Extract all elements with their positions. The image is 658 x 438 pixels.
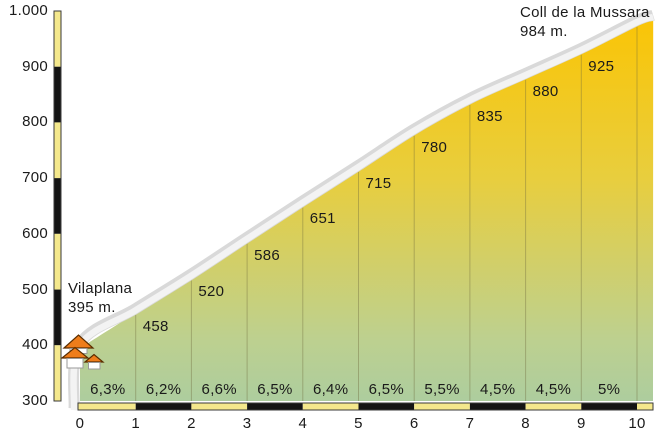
road-line bbox=[70, 13, 655, 411]
start-name: Vilaplana bbox=[68, 280, 133, 297]
x-tick-label: 1 bbox=[131, 415, 141, 432]
x-axis-bar-segment bbox=[191, 403, 248, 410]
elevation-label: 651 bbox=[309, 210, 336, 228]
y-axis-bar-segment bbox=[54, 233, 61, 290]
elevation-label: 880 bbox=[532, 82, 559, 100]
house-icon bbox=[61, 334, 105, 370]
y-tick-label: 1.000 bbox=[8, 2, 48, 19]
x-axis-bar-segment bbox=[247, 403, 303, 410]
y-axis-bar-segment bbox=[54, 66, 61, 123]
elevation-label: 715 bbox=[365, 174, 392, 192]
x-axis-bar-outline bbox=[77, 402, 654, 411]
profile-area bbox=[80, 19, 654, 402]
y-axis-bar-segment bbox=[54, 289, 61, 346]
gradient-label: 6,3% bbox=[90, 381, 126, 398]
gradient-label: 6,6% bbox=[201, 381, 237, 398]
y-tick-label: 800 bbox=[22, 113, 48, 131]
gradient-label: 4,5% bbox=[480, 381, 516, 398]
x-tick-label: 2 bbox=[187, 415, 196, 432]
start-label: Vilaplana 395 m. bbox=[68, 279, 132, 317]
gradient-label: 5% bbox=[598, 381, 621, 398]
x-tick-label: 3 bbox=[242, 415, 252, 432]
x-axis-bar-segment bbox=[525, 403, 582, 410]
x-axis-bar-segment bbox=[78, 403, 136, 410]
start-elevation: 395 m. bbox=[68, 299, 116, 316]
y-axis-bar-outline bbox=[53, 10, 62, 402]
y-axis-bar-segment bbox=[54, 178, 61, 234]
elevation-label: 586 bbox=[254, 246, 281, 264]
summit-label: Coll de la Mussara 984 m. bbox=[520, 3, 650, 41]
x-tick-label: 6 bbox=[409, 415, 419, 432]
village-houses-icon bbox=[61, 334, 105, 370]
x-tick-label: 10 bbox=[628, 415, 646, 432]
summit-name: Coll de la Mussara bbox=[520, 4, 650, 21]
x-axis-bar-segment bbox=[135, 403, 192, 410]
x-axis-bar-segment bbox=[358, 403, 415, 410]
y-axis-bar-segment bbox=[54, 122, 61, 179]
gradient-label: 6,2% bbox=[145, 381, 182, 398]
summit-elevation: 984 m. bbox=[520, 23, 568, 40]
elevation-label: 780 bbox=[421, 138, 448, 156]
x-tick-label: 0 bbox=[75, 415, 85, 432]
x-axis-bar-segment bbox=[469, 403, 526, 410]
elevation-label: 520 bbox=[198, 283, 225, 301]
y-tick-label: 400 bbox=[22, 336, 48, 354]
gradient-label: 6,5% bbox=[257, 381, 293, 398]
x-tick-label: 9 bbox=[576, 415, 586, 432]
gradient-label: 6,4% bbox=[312, 381, 349, 398]
elevation-label: 835 bbox=[476, 107, 503, 125]
y-tick-label: 500 bbox=[22, 280, 48, 298]
gradient-label: 5,5% bbox=[424, 381, 460, 398]
y-axis-bar-segment bbox=[54, 11, 61, 67]
y-axis-bar-segment bbox=[54, 345, 61, 401]
y-tick-label: 300 bbox=[22, 392, 48, 409]
y-tick-label: 700 bbox=[22, 169, 48, 187]
gradient-label: 6,5% bbox=[368, 381, 405, 398]
x-axis-bar-segment bbox=[414, 403, 470, 410]
gradient-label: 4,5% bbox=[535, 381, 572, 398]
elevation-label: 458 bbox=[142, 317, 169, 335]
y-tick-label: 600 bbox=[22, 224, 48, 242]
x-tick-label: 8 bbox=[521, 415, 530, 432]
x-axis-bar-segment bbox=[581, 403, 637, 410]
x-tick-label: 5 bbox=[354, 415, 363, 432]
y-tick-label: 900 bbox=[22, 57, 48, 75]
x-tick-label: 7 bbox=[465, 415, 475, 432]
x-axis-bar-segment bbox=[302, 403, 359, 410]
x-tick-label: 4 bbox=[298, 415, 308, 432]
x-axis-bar-segment bbox=[637, 403, 653, 410]
elevation-label: 925 bbox=[588, 57, 615, 75]
